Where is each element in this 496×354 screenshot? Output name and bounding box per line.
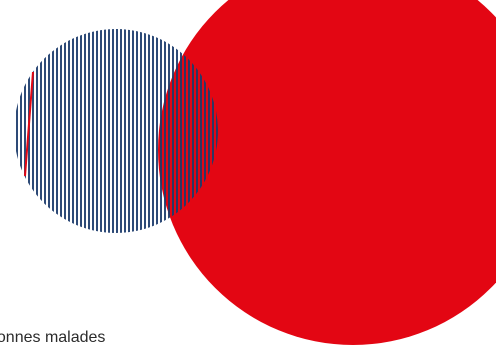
striped-disc: [14, 29, 218, 233]
accent-stripe: [24, 71, 34, 177]
red-disc: [158, 0, 496, 345]
caption-text: Personnes malades: [0, 329, 106, 346]
